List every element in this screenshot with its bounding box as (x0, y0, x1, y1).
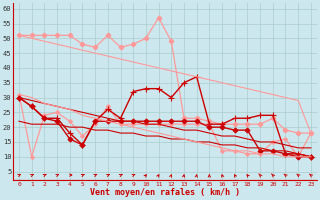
X-axis label: Vent moyen/en rafales ( km/h ): Vent moyen/en rafales ( km/h ) (90, 188, 240, 197)
